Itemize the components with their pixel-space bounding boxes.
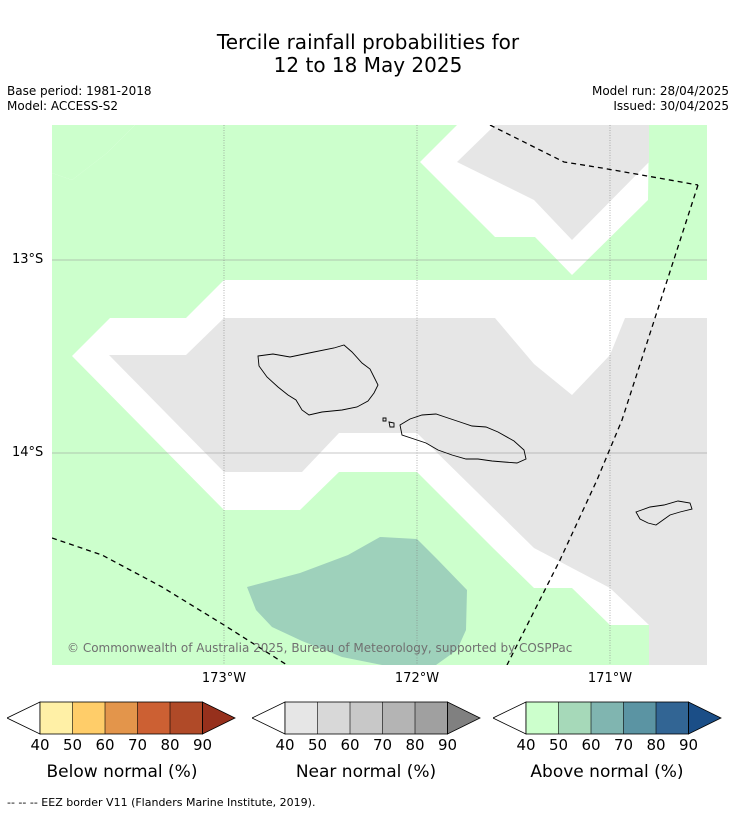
model-run: Model run: 28/04/2025 — [591, 84, 729, 98]
colorbar-above-swatch-70 — [623, 702, 656, 734]
title-line-1: Tercile rainfall probabilities for — [216, 30, 520, 54]
colorbar-above-normal — [493, 701, 722, 735]
island-apolima — [382, 417, 387, 422]
meta-left: Base period: 1981-2018 Model: ACCESS-S2 — [7, 84, 152, 114]
above-tick-80: 80 — [646, 736, 666, 754]
eez-border-east — [506, 184, 699, 665]
near-tick-40: 40 — [275, 736, 295, 754]
below-tick-70: 70 — [127, 736, 148, 754]
eez-border-southwest — [52, 537, 288, 665]
page-title: Tercile rainfall probabilities for 12 to… — [0, 31, 736, 77]
colorbar-near-swatch-70 — [382, 702, 415, 734]
island-manono — [388, 421, 395, 428]
island-tutuila — [635, 500, 693, 526]
above-normal-50-region — [247, 537, 467, 665]
colorbar-near-swatch-40 — [285, 702, 318, 734]
colorbar-near-swatch-60 — [350, 702, 383, 734]
near-normal-40-region-central — [109, 318, 707, 665]
near-normal-title: Near normal (%) — [295, 762, 437, 782]
above-tick-90: 90 — [678, 736, 699, 754]
above-tick-40: 40 — [516, 736, 536, 754]
colorbar-below-max-arrow — [202, 701, 236, 735]
base-period: Base period: 1981-2018 — [7, 84, 152, 98]
below-tick-60: 60 — [95, 736, 115, 754]
near-tick-80: 80 — [405, 736, 425, 754]
probability-map — [52, 125, 707, 665]
colorbar-near-min-arrow — [252, 701, 286, 735]
below-normal-title: Below normal (%) — [46, 762, 198, 782]
title-line-2: 12 to 18 May 2025 — [273, 53, 463, 77]
above-tick-60: 60 — [581, 736, 601, 754]
eez-border-north — [489, 125, 699, 186]
below-tick-40: 40 — [30, 736, 50, 754]
above-normal-title: Above normal (%) — [530, 762, 684, 782]
colorbar-above-swatch-60 — [591, 702, 624, 734]
meta-right: Model run: 28/04/2025 Issued: 30/04/2025 — [592, 84, 729, 114]
colorbar-near-normal — [252, 701, 481, 735]
near-tick-50: 50 — [307, 736, 328, 754]
near-normal-40-region-north — [457, 125, 649, 240]
colorbar-below-swatch-40 — [40, 702, 73, 734]
near-tick-70: 70 — [372, 736, 393, 754]
eez-footnote: -- -- -- EEZ border V11 (Flanders Marine… — [7, 796, 316, 809]
issued-date: Issued: 30/04/2025 — [613, 99, 729, 113]
colorbar-near-swatch-50 — [317, 702, 350, 734]
lon-label-171w: 171°W — [587, 671, 633, 686]
colorbar-near-max-arrow — [447, 701, 481, 735]
near-tick-60: 60 — [340, 736, 360, 754]
lat-label-14s: 14°S — [12, 445, 44, 460]
model-name: Model: ACCESS-S2 — [7, 99, 119, 113]
colorbar-below-min-arrow — [7, 701, 41, 735]
colorbar-below-swatch-70 — [137, 702, 170, 734]
colorbar-below-normal — [7, 701, 236, 735]
above-tick-70: 70 — [613, 736, 634, 754]
island-upolu — [399, 413, 527, 464]
island-savaii — [257, 344, 379, 416]
lon-label-172w: 172°W — [394, 671, 440, 686]
copyright-notice: © Commonwealth of Australia 2025, Bureau… — [67, 641, 573, 655]
colorbar-below-swatch-50 — [72, 702, 105, 734]
above-tick-50: 50 — [548, 736, 569, 754]
above-normal-40-region-east-strip — [572, 125, 707, 280]
colorbar-above-swatch-40 — [526, 702, 559, 734]
colorbar-above-swatch-80 — [656, 702, 689, 734]
near-tick-90: 90 — [437, 736, 458, 754]
above-normal-40-region-north — [52, 125, 135, 180]
below-tick-80: 80 — [160, 736, 180, 754]
lat-label-13s: 13°S — [12, 252, 44, 267]
colorbar-above-swatch-50 — [558, 702, 591, 734]
below-tick-50: 50 — [62, 736, 83, 754]
below-tick-90: 90 — [192, 736, 213, 754]
lon-label-173w: 173°W — [201, 671, 247, 686]
colorbar-above-min-arrow — [493, 701, 527, 735]
colorbar-near-swatch-80 — [415, 702, 448, 734]
colorbar-below-swatch-60 — [105, 702, 138, 734]
colorbar-below-swatch-80 — [170, 702, 203, 734]
colorbar-above-max-arrow — [688, 701, 722, 735]
